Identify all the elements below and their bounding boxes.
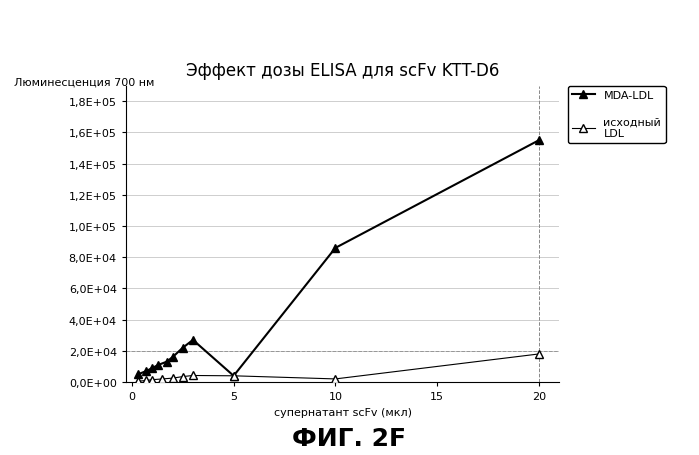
исходный
LDL	[229, 373, 238, 379]
MDA-LDL	[134, 372, 142, 377]
MDA-LDL	[154, 362, 163, 368]
исходный
LDL	[134, 379, 142, 384]
Line: MDA-LDL: MDA-LDL	[134, 137, 543, 380]
Text: Люминесценция 700 нм: Люминесценция 700 нм	[14, 77, 154, 87]
MDA-LDL	[331, 246, 340, 251]
MDA-LDL	[148, 365, 157, 371]
Legend: MDA-LDL, исходный
LDL: MDA-LDL, исходный LDL	[568, 86, 665, 143]
исходный
LDL	[142, 378, 150, 384]
MDA-LDL	[142, 369, 150, 374]
MDA-LDL	[229, 373, 238, 379]
исходный
LDL	[168, 375, 177, 381]
исходный
LDL	[189, 373, 197, 379]
MDA-LDL	[535, 138, 543, 144]
Text: ФИГ. 2F: ФИГ. 2F	[292, 426, 407, 450]
MDA-LDL	[162, 359, 171, 365]
исходный
LDL	[179, 374, 187, 379]
MDA-LDL	[189, 338, 197, 343]
исходный
LDL	[331, 376, 340, 382]
Title: Эффект дозы ELISA для scFv KTT-D6: Эффект дозы ELISA для scFv KTT-D6	[186, 61, 499, 79]
MDA-LDL	[168, 354, 177, 360]
исходный
LDL	[535, 351, 543, 357]
Line: исходный
LDL: исходный LDL	[134, 350, 543, 385]
X-axis label: супернатант scFv (мкл): супернатант scFv (мкл)	[273, 407, 412, 417]
исходный
LDL	[148, 377, 157, 383]
исходный
LDL	[158, 376, 166, 382]
MDA-LDL	[179, 345, 187, 351]
